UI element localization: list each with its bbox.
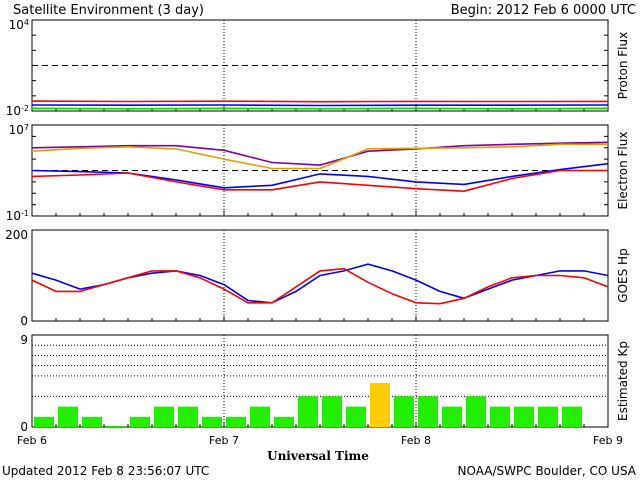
kp-bar bbox=[202, 416, 222, 427]
credit-text: NOAA/SWPC Boulder, CO USA bbox=[458, 464, 637, 478]
panel-kp: 9 0 Estimated Kp bbox=[20, 333, 630, 434]
kp-bar bbox=[34, 416, 54, 427]
kp-bar bbox=[298, 396, 318, 427]
x-axis-title: Universal Time bbox=[267, 449, 369, 463]
x-tick-label: Feb 6 bbox=[17, 434, 47, 447]
kp-bar bbox=[394, 396, 414, 427]
chart-title: Satellite Environment (3 day) bbox=[13, 3, 204, 18]
updated-time: Updated 2012 Feb 8 23:56:07 UTC bbox=[2, 464, 209, 478]
kp-bar bbox=[442, 406, 462, 427]
kp-bar bbox=[466, 396, 486, 427]
series-line-red bbox=[31, 100, 609, 103]
series-line-red bbox=[31, 169, 608, 192]
kp-bar bbox=[562, 406, 582, 427]
panel-frame bbox=[31, 19, 609, 112]
x-tick-label: Feb 8 bbox=[401, 434, 431, 447]
y-tick-label-top: 200 bbox=[5, 228, 28, 242]
x-tick-label: Feb 9 bbox=[593, 434, 623, 447]
kp-bar bbox=[370, 383, 390, 427]
series-line-blue bbox=[31, 162, 609, 189]
x-tick-label: Feb 7 bbox=[209, 434, 239, 447]
series-line-red bbox=[31, 267, 609, 305]
kp-bar bbox=[82, 416, 102, 427]
panel-ylabel: Electron Flux bbox=[616, 132, 630, 210]
kp-bar bbox=[514, 406, 534, 427]
panel-frame bbox=[31, 124, 609, 217]
kp-bar bbox=[130, 416, 150, 427]
panel-ylabel: Estimated Kp bbox=[616, 341, 630, 421]
panel-proton: 104 10-2 Proton Flux bbox=[6, 18, 630, 119]
y-tick-label-bottom: 10-2 bbox=[6, 104, 29, 119]
kp-bar bbox=[538, 406, 558, 427]
panel-electron: 107 10-1 Electron Flux bbox=[6, 123, 630, 224]
panel-ylabel: GOES Hp bbox=[616, 248, 630, 302]
series-line-purple bbox=[31, 141, 609, 166]
y-tick-label-top: 104 bbox=[9, 18, 29, 33]
kp-bar bbox=[490, 406, 510, 427]
series-line-blue bbox=[31, 104, 609, 107]
kp-bar bbox=[346, 406, 366, 427]
kp-bar bbox=[154, 406, 174, 427]
y-tick-label-top: 9 bbox=[20, 333, 28, 347]
kp-bar bbox=[106, 426, 126, 427]
series-line-orange bbox=[31, 143, 608, 170]
begin-time: Begin: 2012 Feb 6 0000 UTC bbox=[451, 3, 636, 18]
series-line-green bbox=[31, 107, 609, 110]
y-tick-label-top: 107 bbox=[9, 123, 29, 138]
panel-ylabel: Proton Flux bbox=[616, 32, 630, 99]
kp-bar bbox=[226, 416, 246, 427]
y-tick-label-bottom: 10-1 bbox=[6, 209, 29, 224]
panel-hp: 200 0 GOES Hp bbox=[5, 228, 630, 328]
kp-bar bbox=[250, 406, 270, 427]
kp-bar bbox=[178, 406, 198, 427]
series-line-blue bbox=[31, 263, 609, 304]
y-tick-label-bottom: 0 bbox=[20, 314, 28, 328]
kp-bar bbox=[58, 406, 78, 427]
y-tick-label-bottom: 0 bbox=[20, 420, 28, 434]
kp-bar bbox=[418, 396, 438, 427]
kp-bar bbox=[322, 396, 342, 427]
kp-bar bbox=[274, 416, 294, 427]
